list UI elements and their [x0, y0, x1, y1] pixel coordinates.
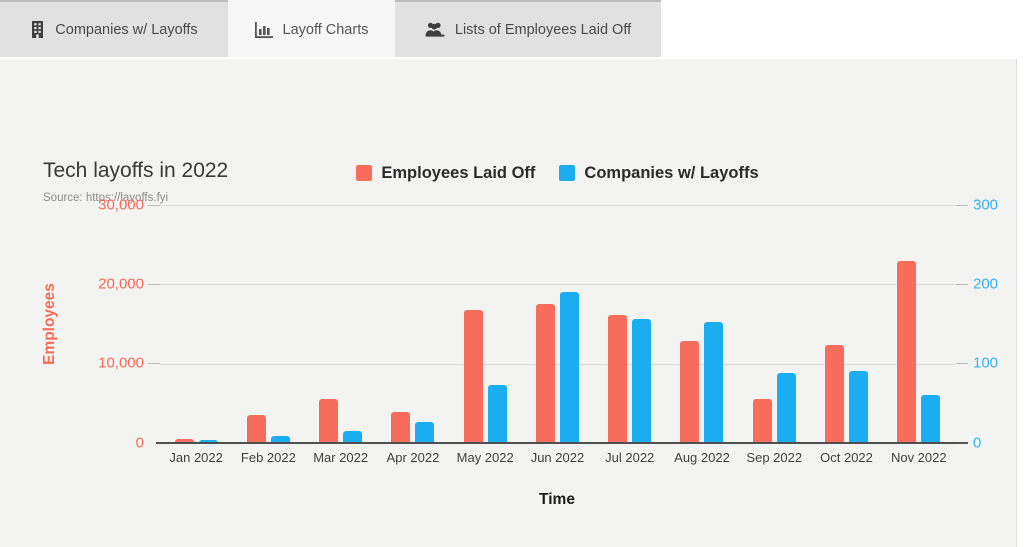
bar-employees-laid-off[interactable]	[391, 412, 411, 443]
bar-employees-laid-off[interactable]	[825, 345, 845, 443]
y-tick-left: 20,000	[98, 275, 144, 293]
gridline	[160, 205, 955, 206]
bar-group: Apr 2022	[377, 205, 449, 465]
bar-group: Nov 2022	[883, 205, 955, 465]
x-tick-label: Mar 2022	[313, 450, 369, 465]
gridline	[160, 364, 955, 365]
bar-companies-w-layoffs[interactable]	[415, 422, 435, 443]
bar-companies-w-layoffs[interactable]	[343, 431, 363, 443]
legend-swatch-companies	[559, 165, 576, 181]
bar-group: Jun 2022	[521, 205, 593, 465]
people-icon	[425, 22, 445, 37]
bar-group: May 2022	[449, 205, 521, 465]
tab-label: Layoff Charts	[282, 21, 369, 38]
tab-lists-of-employees[interactable]: Lists of Employees Laid Off	[395, 0, 661, 57]
tab-layoff-charts[interactable]: Layoff Charts	[228, 0, 395, 57]
gridline	[160, 284, 955, 285]
bar-employees-laid-off[interactable]	[319, 399, 339, 443]
y-tick-left: 10,000	[98, 354, 144, 372]
legend-item-employees[interactable]: Employees Laid Off	[356, 164, 535, 183]
bar-employees-laid-off[interactable]	[608, 315, 628, 443]
y-axis-title-left: Employees	[41, 283, 58, 365]
bar-employees-laid-off[interactable]	[535, 304, 555, 443]
bar-group: Jul 2022	[594, 205, 666, 465]
legend-item-companies[interactable]: Companies w/ Layoffs	[559, 163, 759, 183]
legend-label: Employees Laid Off	[381, 163, 536, 182]
chart-source: Source: https://layoffs.fyi	[43, 192, 169, 204]
bar-companies-w-layoffs[interactable]	[559, 292, 579, 443]
bar-group: Feb 2022	[232, 205, 304, 465]
y-tick-left: 30,000	[98, 196, 144, 214]
bar-employees-laid-off[interactable]	[897, 261, 917, 443]
tab-label: Lists of Employees Laid Off	[454, 21, 632, 38]
bar-groups: Jan 2022 Feb 2022 Mar 2022 Apr 2022 May 2022…	[160, 205, 955, 465]
y-tick-left: 0	[135, 434, 144, 452]
bar-companies-w-layoffs[interactable]	[487, 385, 507, 443]
building-icon	[30, 21, 45, 38]
legend-label: Companies w/ Layoffs	[584, 163, 759, 182]
bar-companies-w-layoffs[interactable]	[198, 440, 218, 443]
bar-group: Oct 2022	[810, 205, 882, 465]
x-tick-label: Jan 2022	[169, 450, 223, 465]
x-tick-label: May 2022	[456, 450, 514, 465]
legend-swatch-employees	[356, 165, 373, 181]
y-tick-right: 200	[973, 275, 999, 293]
tick-mark	[956, 205, 968, 206]
tab-label: Companies w/ Layoffs	[55, 21, 198, 38]
bar-employees-laid-off[interactable]	[752, 399, 772, 443]
tick-mark	[148, 205, 160, 206]
x-tick-label: Oct 2022	[820, 450, 873, 465]
x-tick-label: Jun 2022	[530, 450, 585, 465]
tab-companies-w-layoffs[interactable]: Companies w/ Layoffs	[0, 0, 228, 57]
page-title: Tech layoffs in 2022	[43, 159, 229, 182]
bar-employees-laid-off[interactable]	[680, 341, 700, 443]
x-tick-label: Apr 2022	[386, 450, 440, 465]
bar-group: Mar 2022	[305, 205, 377, 465]
bar-group: Aug 2022	[666, 205, 738, 465]
bar-employees-laid-off[interactable]	[246, 415, 266, 443]
plot-area: Jan 2022 Feb 2022 Mar 2022 Apr 2022 May 2022…	[156, 205, 959, 465]
y-tick-right: 300	[973, 196, 999, 214]
x-tick-label: Feb 2022	[240, 450, 296, 465]
tick-mark	[956, 363, 968, 364]
tick-mark	[956, 284, 968, 285]
bar-chart-icon	[254, 21, 273, 38]
bar-companies-w-layoffs[interactable]	[632, 319, 652, 443]
y-tick-right: 100	[973, 354, 999, 372]
bar-employees-laid-off[interactable]	[463, 310, 483, 443]
bar-employees-laid-off[interactable]	[174, 439, 194, 443]
x-tick-label: Jul 2022	[605, 450, 655, 465]
tab-bar: Companies w/ Layoffs Layoff Charts Lists…	[0, 0, 661, 57]
x-axis-line	[156, 442, 959, 444]
x-axis-title: Time	[539, 491, 575, 508]
y-tick-right: 0	[973, 434, 982, 452]
bar-companies-w-layoffs[interactable]	[270, 436, 290, 443]
tick-mark	[956, 442, 968, 444]
bar-group: Jan 2022	[160, 205, 232, 465]
tick-mark	[148, 284, 160, 285]
bar-companies-w-layoffs[interactable]	[849, 371, 869, 443]
x-tick-label: Aug 2022	[674, 450, 730, 465]
chart-card: Tech layoffs in 2022 Source: https://lay…	[0, 59, 1017, 547]
tick-mark	[148, 363, 160, 364]
chart-legend: Employees Laid Off Companies w/ Layoffs	[160, 161, 955, 185]
bar-companies-w-layoffs[interactable]	[921, 395, 941, 443]
bar-group: Sep 2022	[738, 205, 810, 465]
x-tick-label: Nov 2022	[890, 450, 947, 465]
bar-companies-w-layoffs[interactable]	[776, 373, 796, 443]
x-tick-label: Sep 2022	[746, 450, 803, 465]
bar-companies-w-layoffs[interactable]	[704, 322, 724, 443]
